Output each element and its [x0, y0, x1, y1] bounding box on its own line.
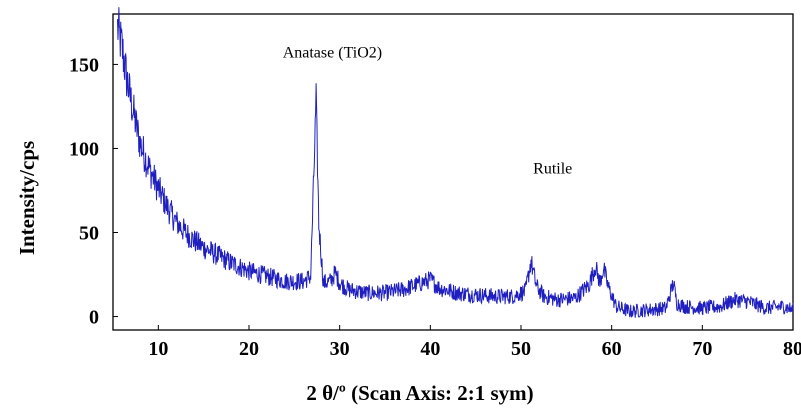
- x-tick-labels: 10 20 30 40 50 60 70 80: [148, 338, 801, 360]
- peak-annotation: Rutile: [533, 161, 572, 178]
- series-line: [117, 7, 794, 318]
- x-tick-label: 30: [330, 338, 350, 360]
- x-axis-title: 2 θ/º (Scan Axis: 2:1 sym): [306, 381, 533, 405]
- peak-annotation: Anatase (TiO2): [283, 45, 382, 62]
- y-axis-title: Intensity/cps: [15, 141, 39, 255]
- y-tick-label: 50: [79, 223, 99, 245]
- x-tick-label: 20: [239, 338, 259, 360]
- y-tick-label: 0: [89, 307, 99, 329]
- y-tick-labels: 0 50 100 150: [69, 54, 99, 328]
- x-tick-label: 50: [511, 338, 531, 360]
- x-tick-label: 70: [692, 338, 712, 360]
- y-tick-label: 100: [69, 138, 99, 160]
- tick-marks: [113, 63, 794, 330]
- annotations: Anatase (TiO2) Rutile: [283, 45, 573, 178]
- x-tick-label: 10: [148, 338, 168, 360]
- plot-frame: [112, 13, 794, 331]
- x-tick-label: 60: [602, 338, 622, 360]
- x-tick-label: 80: [783, 338, 801, 360]
- y-tick-label: 150: [69, 54, 99, 76]
- x-tick-label: 40: [420, 338, 440, 360]
